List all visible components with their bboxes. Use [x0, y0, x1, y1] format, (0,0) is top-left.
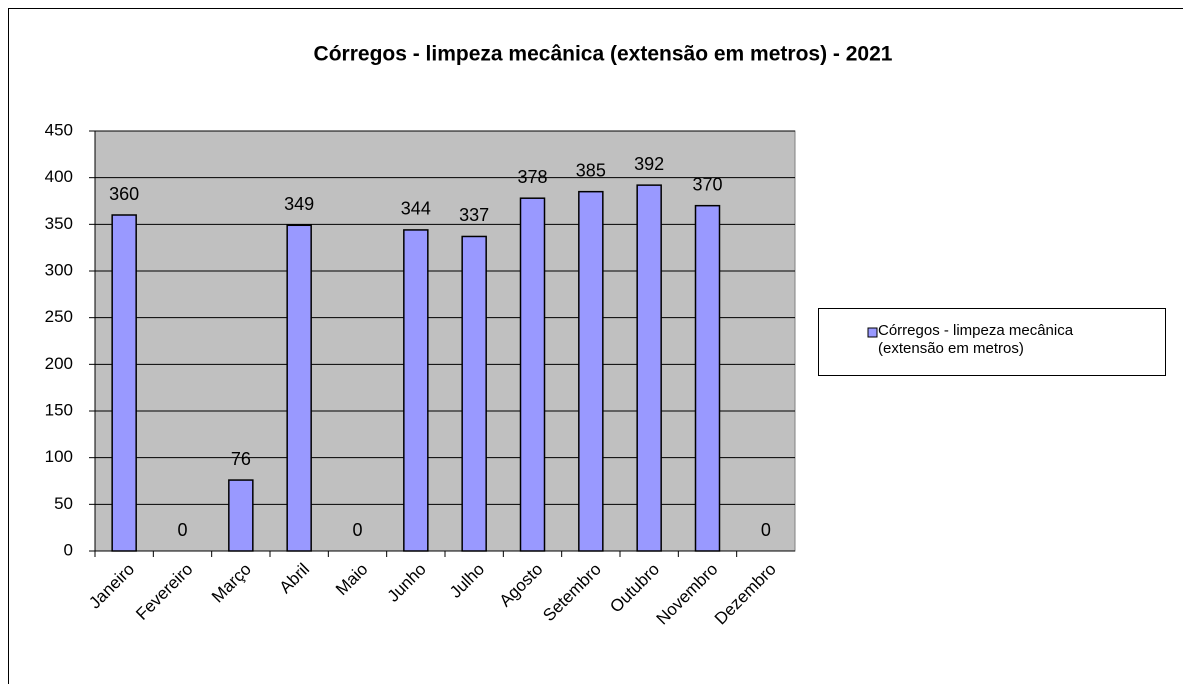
data-label: 360: [109, 184, 139, 204]
y-tick-label: 50: [54, 494, 73, 513]
bar: [636, 184, 662, 552]
data-label: 344: [401, 199, 431, 219]
data-label: 0: [177, 520, 187, 540]
y-tick-label: 0: [64, 540, 73, 559]
data-label: 76: [231, 449, 251, 469]
bar: [578, 190, 604, 552]
plot-area: [94, 130, 796, 552]
data-label: 0: [761, 520, 771, 540]
bar: [403, 229, 429, 552]
legend-label: Córregos - limpeza mecânica (extensão em…: [878, 322, 1074, 357]
data-label: 378: [517, 167, 547, 187]
data-label: 385: [576, 160, 606, 180]
bar: [111, 214, 137, 552]
bar: [519, 197, 546, 552]
bar: [286, 224, 312, 552]
y-tick-label: 450: [45, 120, 73, 139]
y-tick-label: 400: [45, 167, 73, 186]
y-tick-label: 250: [45, 307, 73, 326]
bar: [461, 235, 487, 552]
chart-title: Córregos - limpeza mecânica (extensão em…: [314, 43, 893, 66]
bar: [228, 479, 254, 552]
data-label: 392: [634, 154, 664, 174]
data-label: 0: [352, 520, 362, 540]
legend-box: [818, 308, 1166, 376]
legend-text: Córregos - limpeza mecânica (extensão em…: [878, 322, 1074, 357]
data-label: 349: [284, 194, 314, 214]
y-tick-label: 200: [45, 354, 73, 373]
data-label: 337: [459, 205, 489, 225]
y-tick-label: 100: [45, 447, 73, 466]
bar: [694, 204, 721, 552]
data-label: 370: [692, 174, 722, 194]
y-tick-label: 300: [45, 260, 73, 279]
y-tick-label: 150: [45, 400, 73, 419]
legend-swatch: [867, 327, 878, 338]
y-tick-label: 350: [45, 214, 73, 233]
